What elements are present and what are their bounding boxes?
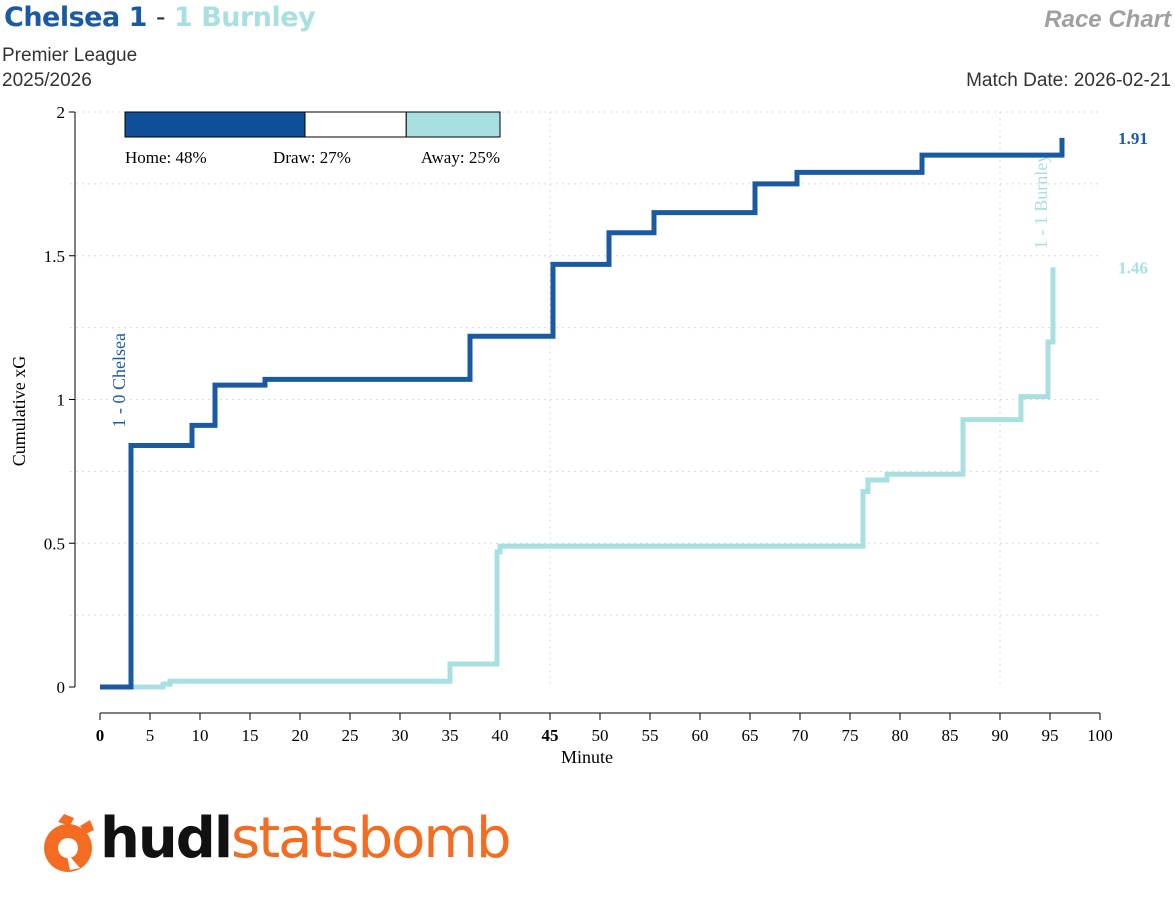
- away-probability-label: Away: 25%: [421, 148, 500, 167]
- score-separator: -: [155, 2, 166, 33]
- home-score: 1: [128, 2, 148, 33]
- x-tick-label: 25: [342, 726, 359, 745]
- home-probability-label: Home: 48%: [125, 148, 207, 167]
- chart-type-label: Race Chart: [1044, 6, 1171, 33]
- x-tick-label: 60: [692, 726, 709, 745]
- x-tick-label: 35: [442, 726, 459, 745]
- x-tick-label: 70: [792, 726, 809, 745]
- away-team-name: Burnley: [201, 2, 316, 33]
- series-line-burnley: [100, 267, 1056, 690]
- goal-label-chelsea: 1 - 0 Chelsea: [109, 333, 129, 427]
- y-tick-label: 2: [57, 103, 66, 122]
- final-xg-label-chelsea: 1.91: [1118, 129, 1148, 148]
- goal-label-burnley: 1 - 1 Burnley: [1031, 154, 1051, 249]
- x-tick-label: 50: [592, 726, 609, 745]
- x-tick-label: 30: [392, 726, 409, 745]
- x-axis-label: Minute: [561, 747, 613, 767]
- x-tick-label: 95: [1042, 726, 1059, 745]
- match-date: Match Date: 2026-02-21: [966, 70, 1171, 91]
- y-tick-label: 1.5: [44, 247, 65, 266]
- x-tick-label: 0: [96, 726, 105, 745]
- home-team-name: Chelsea: [4, 2, 120, 33]
- x-tick-label: 45: [542, 726, 559, 745]
- x-tick-label: 80: [892, 726, 909, 745]
- x-tick-label: 100: [1087, 726, 1113, 745]
- statsbomb-bomb-icon: [44, 814, 94, 872]
- y-tick-label: 0.5: [44, 534, 65, 553]
- x-tick-label: 15: [242, 726, 259, 745]
- draw-probability-label: Draw: 27%: [273, 148, 351, 167]
- draw-probability-segment: [304, 111, 407, 138]
- y-tick-label: 0: [57, 678, 66, 697]
- x-tick-label: 5: [146, 726, 155, 745]
- away-probability-segment: [405, 111, 501, 138]
- final-xg-label-burnley: 1.46: [1118, 258, 1148, 277]
- chart-grid: [70, 111, 1100, 687]
- x-tick-label: 65: [742, 726, 759, 745]
- chart-axes: 00.511.520 5 10 15 20 25 30 35 40 45 50 55 60 65 70 75 8…: [44, 103, 1113, 745]
- x-tick-label: 90: [992, 726, 1009, 745]
- x-tick-label: 55: [642, 726, 659, 745]
- y-tick-label: 1: [57, 391, 66, 410]
- x-tick-label: 40: [492, 726, 509, 745]
- x-tick-label: 10: [192, 726, 209, 745]
- match-title: Chelsea 1 - 1 Burnley: [4, 2, 316, 33]
- away-score: 1: [173, 2, 193, 33]
- x-tick-label: 85: [942, 726, 959, 745]
- competition-name: Premier League: [2, 45, 138, 66]
- x-tick-label: 20: [292, 726, 309, 745]
- series-line-chelsea: [100, 137, 1065, 690]
- season-label: 2025/2026: [2, 70, 92, 91]
- home-probability-segment: [124, 111, 306, 138]
- x-tick-label: 75: [842, 726, 859, 745]
- logo-hudl-text: hudl: [100, 806, 233, 871]
- chart-series: 1.46 1 - 1 Burnley 1.91 1 - 0 Chelsea: [100, 129, 1148, 690]
- hudl-statsbomb-logo: hudlstatsbomb: [100, 806, 512, 871]
- y-axis-label: Cumulative xG: [9, 356, 29, 467]
- logo-statsbomb-text: statsbomb: [231, 806, 511, 871]
- win-probability-bar: Home: 48% Draw: 27% Away: 25%: [124, 111, 501, 167]
